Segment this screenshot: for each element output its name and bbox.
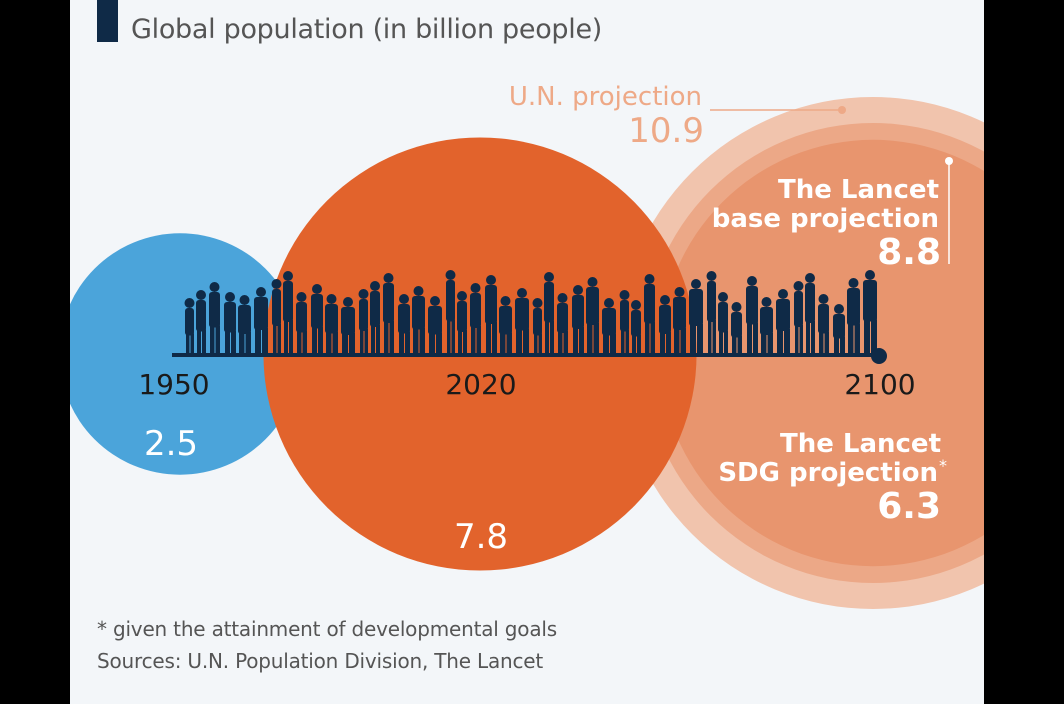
person-silhouette xyxy=(847,278,860,353)
person-silhouette xyxy=(445,270,456,353)
person-silhouette xyxy=(746,276,758,353)
person-silhouette xyxy=(224,292,236,353)
person-silhouette xyxy=(557,293,568,353)
chart-subtitle: Global population (in billion people) xyxy=(131,14,603,45)
lancet-sdg-value: 6.3 xyxy=(877,486,941,527)
person-silhouette xyxy=(457,291,467,353)
person-silhouette xyxy=(383,273,394,353)
un-leader-dot xyxy=(838,106,846,114)
sources: Sources: U.N. Population Division, The L… xyxy=(97,649,544,673)
person-silhouette xyxy=(485,275,497,353)
person-silhouette xyxy=(718,292,728,353)
infographic-panel: 1950 2020 2100 2.5 7.8 U.N. projection 1… xyxy=(70,0,984,704)
person-silhouette xyxy=(818,294,829,353)
person-silhouette xyxy=(499,296,512,353)
person-silhouette xyxy=(706,271,717,353)
person-silhouette xyxy=(311,284,323,353)
person-silhouette xyxy=(412,286,425,353)
timeline-end-dot xyxy=(871,348,887,364)
person-silhouette xyxy=(659,295,671,353)
person-silhouette xyxy=(602,298,616,353)
person-silhouette xyxy=(572,285,584,353)
person-silhouette xyxy=(296,292,307,353)
person-silhouette xyxy=(631,300,641,353)
person-silhouette xyxy=(283,271,293,353)
person-silhouette xyxy=(428,296,442,353)
person-silhouette xyxy=(358,289,369,353)
lancet-sdg-asterisk: * xyxy=(939,456,947,475)
base-leader-dot xyxy=(945,157,953,165)
people-silhouettes xyxy=(184,270,877,353)
lancet-sdg-label-2: SDG projection xyxy=(718,458,938,488)
person-silhouette xyxy=(238,295,251,353)
year-2100: 2100 xyxy=(844,368,915,401)
person-silhouette xyxy=(196,290,206,353)
person-silhouette xyxy=(271,279,282,353)
value-2020: 7.8 xyxy=(454,517,508,557)
un-projection-value: 10.9 xyxy=(628,111,704,151)
person-silhouette xyxy=(863,270,877,353)
person-silhouette xyxy=(673,287,686,353)
person-silhouette xyxy=(398,294,410,353)
year-1950: 1950 xyxy=(138,368,209,401)
person-silhouette xyxy=(254,287,268,353)
person-silhouette xyxy=(209,282,220,353)
person-silhouette xyxy=(776,289,790,353)
person-silhouette xyxy=(544,272,554,353)
person-silhouette xyxy=(793,281,804,353)
person-silhouette xyxy=(470,283,481,353)
lancet-base-value: 8.8 xyxy=(877,232,941,273)
value-1950: 2.5 xyxy=(144,424,198,464)
person-silhouette xyxy=(805,273,815,353)
footnote: * given the attainment of developmental … xyxy=(97,617,557,641)
person-silhouette xyxy=(644,274,655,353)
person-silhouette xyxy=(619,290,630,353)
person-silhouette xyxy=(532,298,543,353)
lancet-sdg-label-1: The Lancet xyxy=(780,429,941,459)
population-bubble-chart: 1950 2020 2100 2.5 7.8 U.N. projection 1… xyxy=(70,82,984,609)
un-projection-label: U.N. projection xyxy=(509,82,702,112)
person-silhouette xyxy=(731,302,742,353)
title-accent-bar xyxy=(97,0,118,42)
person-silhouette xyxy=(515,288,529,353)
year-2020: 2020 xyxy=(445,368,516,401)
person-silhouette xyxy=(760,297,773,353)
person-silhouette xyxy=(341,297,355,353)
lancet-base-label-1: The Lancet xyxy=(778,175,939,205)
person-silhouette xyxy=(689,279,703,353)
lancet-base-label-2: base projection xyxy=(712,204,939,234)
person-silhouette xyxy=(184,298,195,353)
person-silhouette xyxy=(370,281,380,353)
person-silhouette xyxy=(833,304,845,353)
person-silhouette xyxy=(586,277,599,353)
person-silhouette xyxy=(325,294,338,353)
